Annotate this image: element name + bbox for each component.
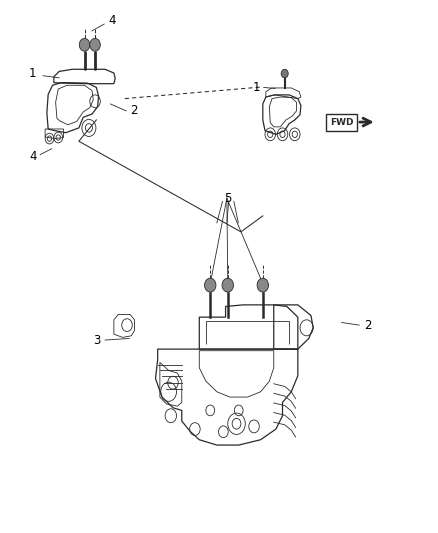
Text: 3: 3 [93, 334, 100, 346]
Circle shape [90, 38, 100, 51]
Circle shape [205, 278, 216, 292]
Circle shape [222, 278, 233, 292]
Text: 1: 1 [29, 67, 37, 80]
Text: 2: 2 [130, 104, 138, 117]
Circle shape [281, 69, 288, 78]
Text: 2: 2 [364, 319, 372, 332]
Circle shape [257, 278, 268, 292]
Text: 4: 4 [108, 14, 116, 27]
Text: 5: 5 [224, 192, 231, 205]
Bar [326, 114, 357, 131]
Circle shape [79, 38, 90, 51]
Text: 1: 1 [252, 81, 260, 94]
Text: FWD: FWD [330, 118, 353, 126]
Text: 4: 4 [29, 150, 37, 163]
